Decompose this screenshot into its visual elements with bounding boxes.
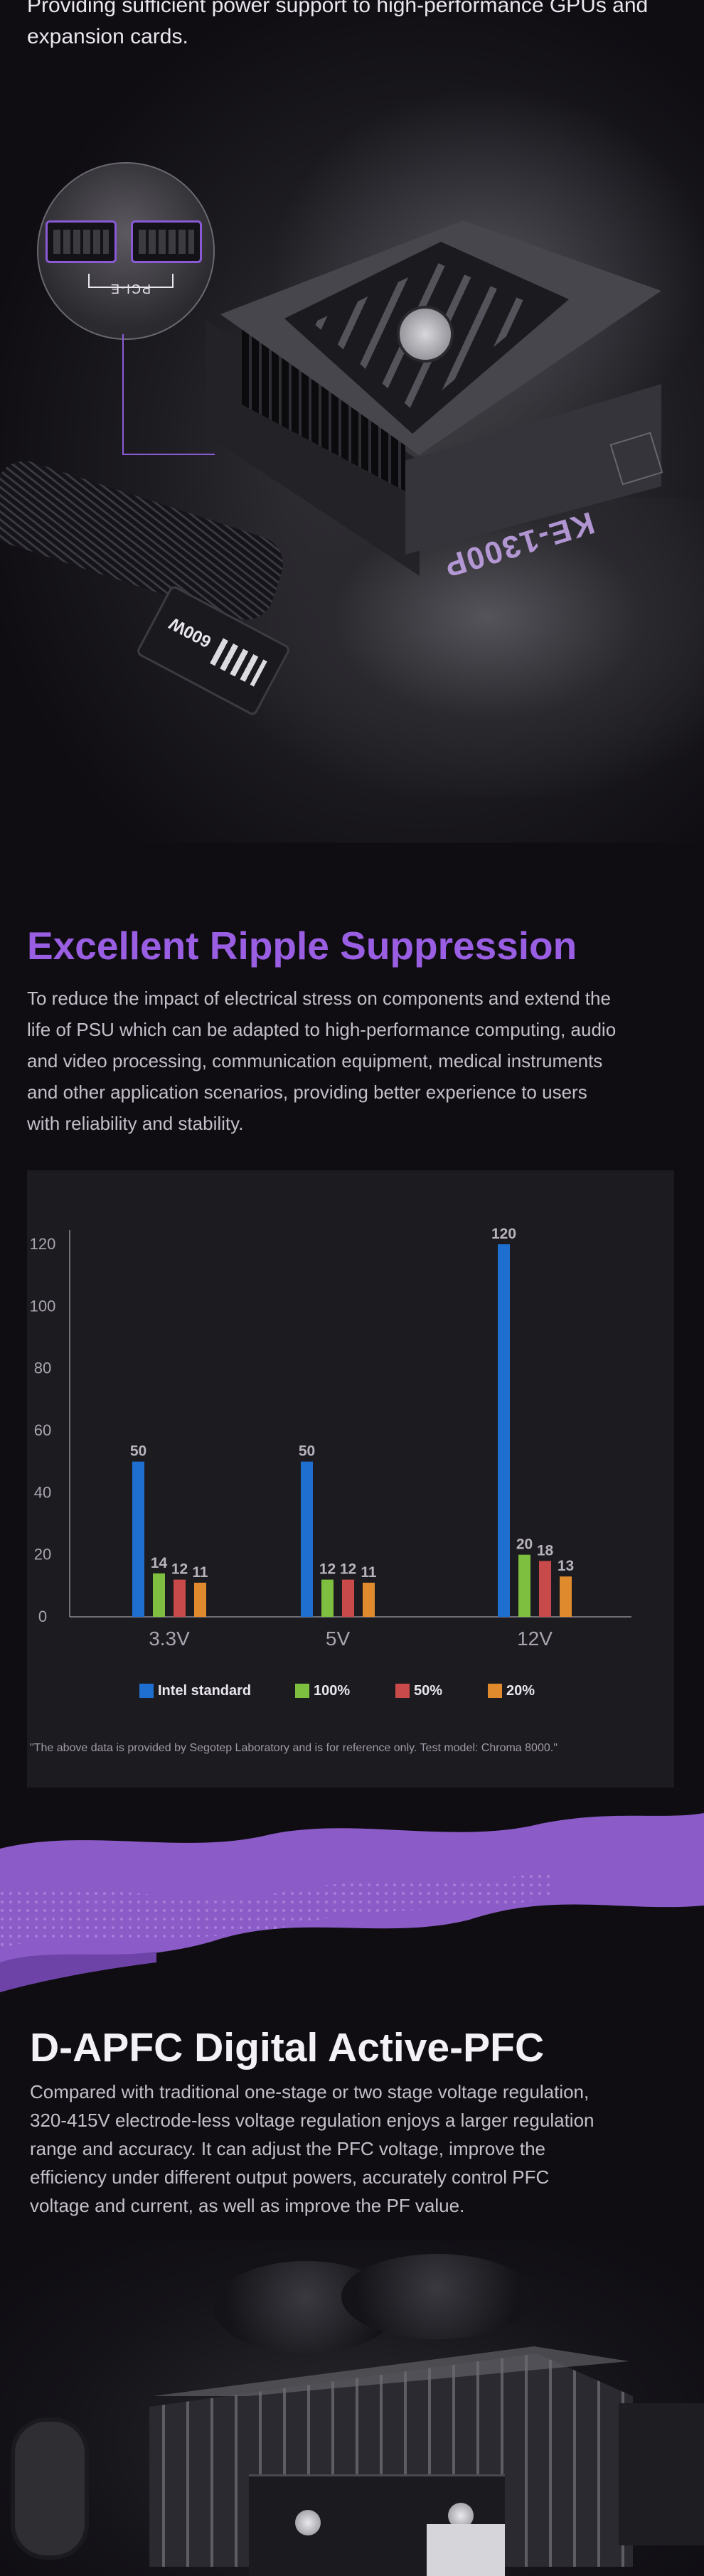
- power-supply-unit: KE-1300P: [206, 220, 668, 647]
- legend-item-50: 50%: [395, 1681, 442, 1701]
- y-tick-label: 100: [30, 1297, 56, 1315]
- y-tick-label: 120: [30, 1235, 56, 1253]
- bar-3.3V-20: [194, 1582, 206, 1617]
- bar-value-label: 20: [516, 1536, 533, 1553]
- bar-12V-intelstandard: [498, 1244, 510, 1617]
- bar-5V-100: [321, 1579, 334, 1617]
- y-tick-label: 0: [38, 1608, 47, 1625]
- board-component-left: [11, 2417, 89, 2560]
- legend-item-intel: Intel standard: [139, 1681, 251, 1701]
- ripple-section-title: Excellent Ripple Suppression: [27, 924, 577, 968]
- psu-hero-section: Providing sufficient power support to hi…: [0, 0, 704, 843]
- pcie-connector-right: [131, 220, 202, 263]
- capacitor-right: [341, 2254, 533, 2339]
- purple-brush-stroke: [0, 1813, 704, 1992]
- pcie-bracket: [88, 274, 174, 288]
- y-tick-label: 80: [34, 1359, 51, 1377]
- bar-value-label: 13: [558, 1558, 574, 1574]
- hero-floor-glow: [213, 498, 704, 796]
- board-component-right: [619, 2403, 704, 2545]
- bar-12V-20: [560, 1576, 572, 1617]
- legend-label-intel: Intel standard: [158, 1682, 252, 1699]
- pfc-circuit-board-image: [0, 2240, 704, 2576]
- bar-5V-intelstandard: [301, 1461, 313, 1617]
- legend-swatch-100: [295, 1684, 309, 1698]
- legend-item-100: 100%: [295, 1681, 350, 1701]
- hero-intro-text: Providing sufficient power support to hi…: [27, 0, 649, 48]
- legend-swatch-intel: [139, 1684, 154, 1698]
- bar-value-label: 12: [171, 1561, 188, 1578]
- bar-value-label: 11: [361, 1564, 377, 1581]
- pcie-connector-left: [46, 220, 117, 263]
- bar-value-label: 50: [299, 1443, 315, 1460]
- y-tick-label: 40: [34, 1483, 51, 1501]
- screw-left: [295, 2510, 321, 2535]
- apfc-section-description: Compared with traditional one-stage or t…: [30, 2081, 594, 2216]
- zoom-callout-line-horizontal: [122, 454, 215, 455]
- bar-value-label: 12: [319, 1561, 336, 1578]
- x-category-label: 5V: [326, 1628, 351, 1650]
- ripple-section-description: To reduce the impact of electrical stres…: [27, 988, 617, 1134]
- legend-swatch-50: [395, 1684, 410, 1698]
- bar-3.3V-50: [174, 1579, 186, 1617]
- chart-source-note: "The above data is provided by Segotep L…: [30, 1742, 558, 1754]
- bar-5V-20: [363, 1582, 375, 1617]
- psu-fan-hub-logo: [397, 306, 454, 363]
- bar-value-label: 11: [192, 1564, 208, 1581]
- bar-3.3V-intelstandard: [132, 1461, 144, 1617]
- y-tick-label: 60: [34, 1421, 51, 1439]
- bar-12V-50: [539, 1561, 551, 1617]
- legend-swatch-20: [488, 1684, 502, 1698]
- bar-12V-100: [518, 1554, 530, 1617]
- bar-5V-50: [342, 1579, 354, 1617]
- legend-label-100: 100%: [314, 1682, 351, 1699]
- bar-value-label: 18: [537, 1542, 554, 1559]
- zoom-callout-line: [122, 334, 124, 455]
- bar-3.3V-100: [153, 1573, 165, 1617]
- pcie-label: PCI-E: [110, 282, 151, 296]
- legend-label-20: 20%: [506, 1682, 535, 1699]
- mosfet-plate: [427, 2524, 505, 2576]
- legend-item-20: 20%: [488, 1681, 535, 1701]
- bar-value-label: 50: [130, 1443, 146, 1460]
- ripple-chart-panel: 0 20 40 60 80 100 120 50 14 12 11 3.3V 50 12 12 11 5V 120…: [27, 1170, 674, 1787]
- bar-value-label: 14: [151, 1555, 168, 1571]
- y-tick-label: 20: [34, 1546, 51, 1564]
- apfc-section-title: D-APFC Digital Active-PFC: [30, 2025, 545, 2070]
- bar-value-label: 12: [340, 1561, 356, 1578]
- pcie-connector-zoom: PCI-E: [37, 162, 215, 340]
- x-category-label: 12V: [517, 1628, 553, 1650]
- x-category-label: 3.3V: [149, 1628, 190, 1650]
- chart-legend: Intel standard 100% 50% 20%: [112, 1681, 610, 1701]
- legend-label-50: 50%: [414, 1682, 443, 1699]
- bar-value-label: 120: [491, 1226, 516, 1242]
